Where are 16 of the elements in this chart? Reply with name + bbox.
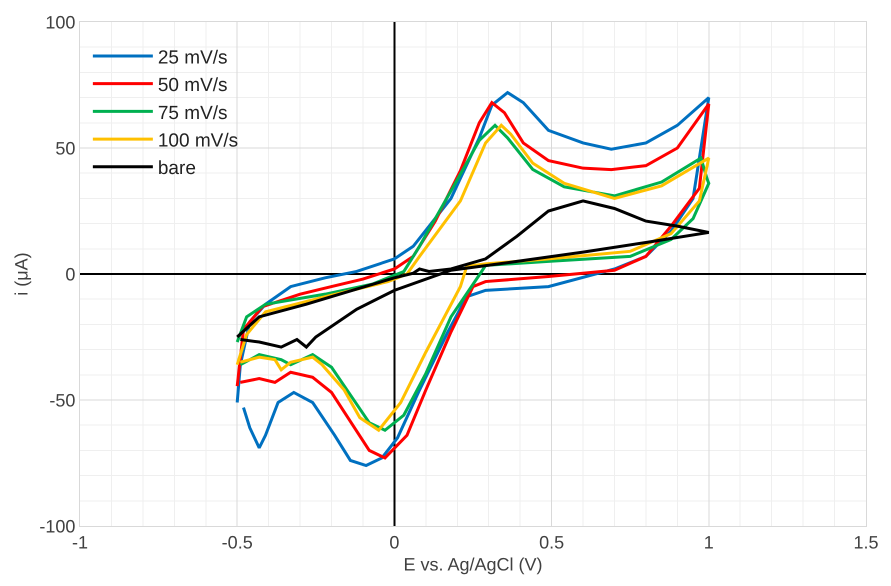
legend-label: 75 mV/s — [158, 102, 228, 124]
y-tick-label: 50 — [55, 138, 76, 158]
legend-label: 25 mV/s — [158, 47, 228, 68]
y-tick-label: -50 — [49, 390, 76, 410]
x-axis-title: E vs. Ag/AgCl (V) — [403, 554, 543, 575]
x-tick-label: 0.5 — [539, 532, 564, 553]
y-axis-title: i (μA) — [12, 252, 32, 296]
x-tick-label: 0 — [389, 532, 400, 553]
legend-label: 50 mV/s — [158, 75, 228, 96]
y-tick-label: 0 — [65, 264, 76, 284]
y-tick-label: 100 — [45, 12, 76, 32]
x-tick-label: 1 — [704, 532, 714, 553]
x-tick-label: 1.5 — [853, 532, 879, 553]
legend-label: bare — [158, 158, 196, 180]
x-tick-label: -0.5 — [222, 532, 253, 553]
legend-label: 100 mV/s — [158, 130, 238, 152]
